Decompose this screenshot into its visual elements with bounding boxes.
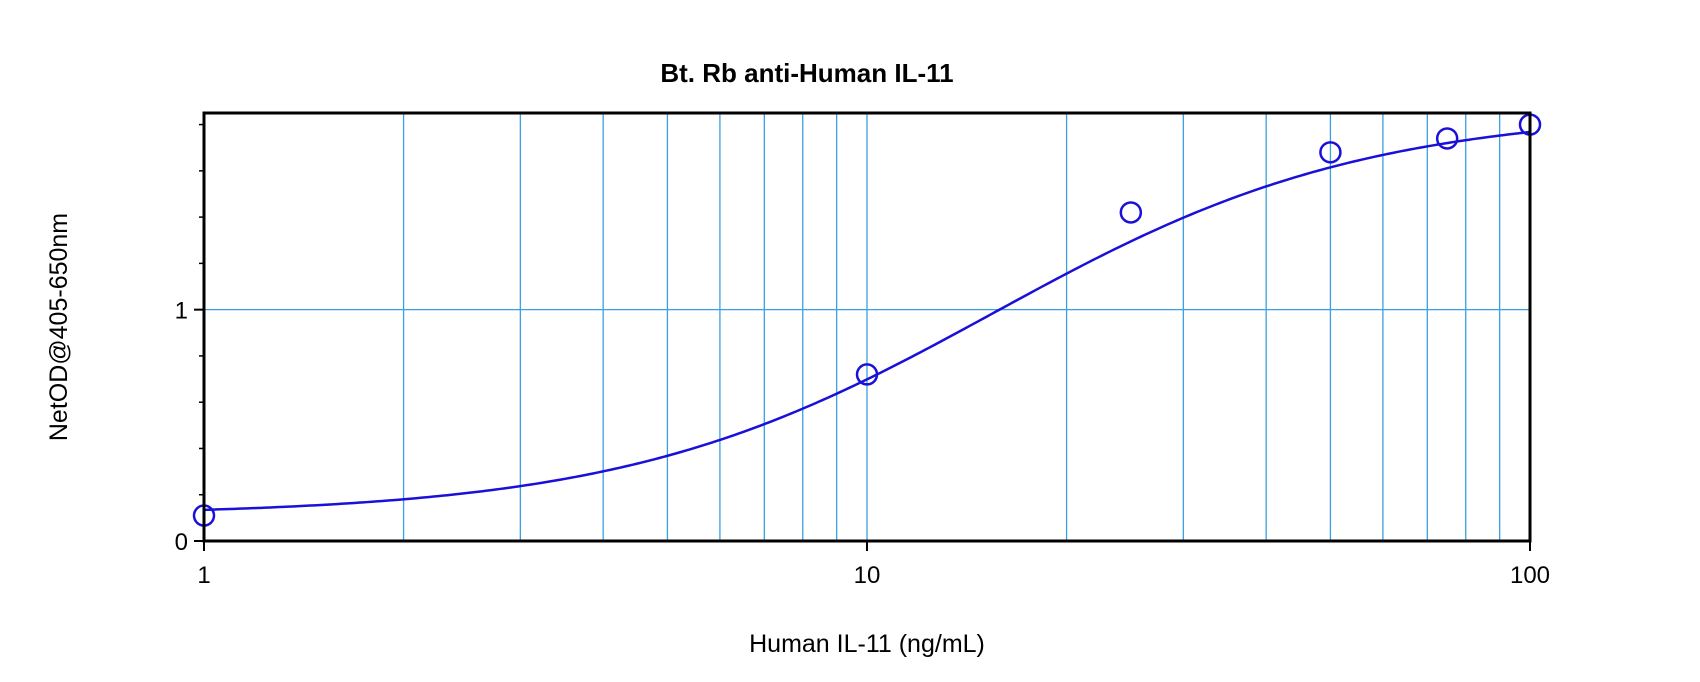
- fit-curve-layer: [203, 130, 1531, 512]
- x-tick-label: 1: [197, 562, 210, 589]
- y-axis-label: NetOD@405-650nm: [45, 213, 73, 441]
- grid: [204, 113, 1530, 541]
- fit-curve: [203, 130, 1531, 512]
- chart-title: Bt. Rb anti-Human IL-11: [660, 58, 953, 88]
- x-axis-label: Human IL-11 (ng/mL): [749, 630, 985, 658]
- data-point: [855, 363, 879, 386]
- x-tick-label: 10: [854, 562, 881, 589]
- data-point: [1319, 141, 1342, 164]
- x-tick-label: 100: [1510, 562, 1550, 589]
- data-point: [1119, 201, 1143, 224]
- y-tick-label: 0: [175, 529, 188, 556]
- y-tick-label: 1: [175, 298, 188, 325]
- data-point: [1435, 127, 1459, 150]
